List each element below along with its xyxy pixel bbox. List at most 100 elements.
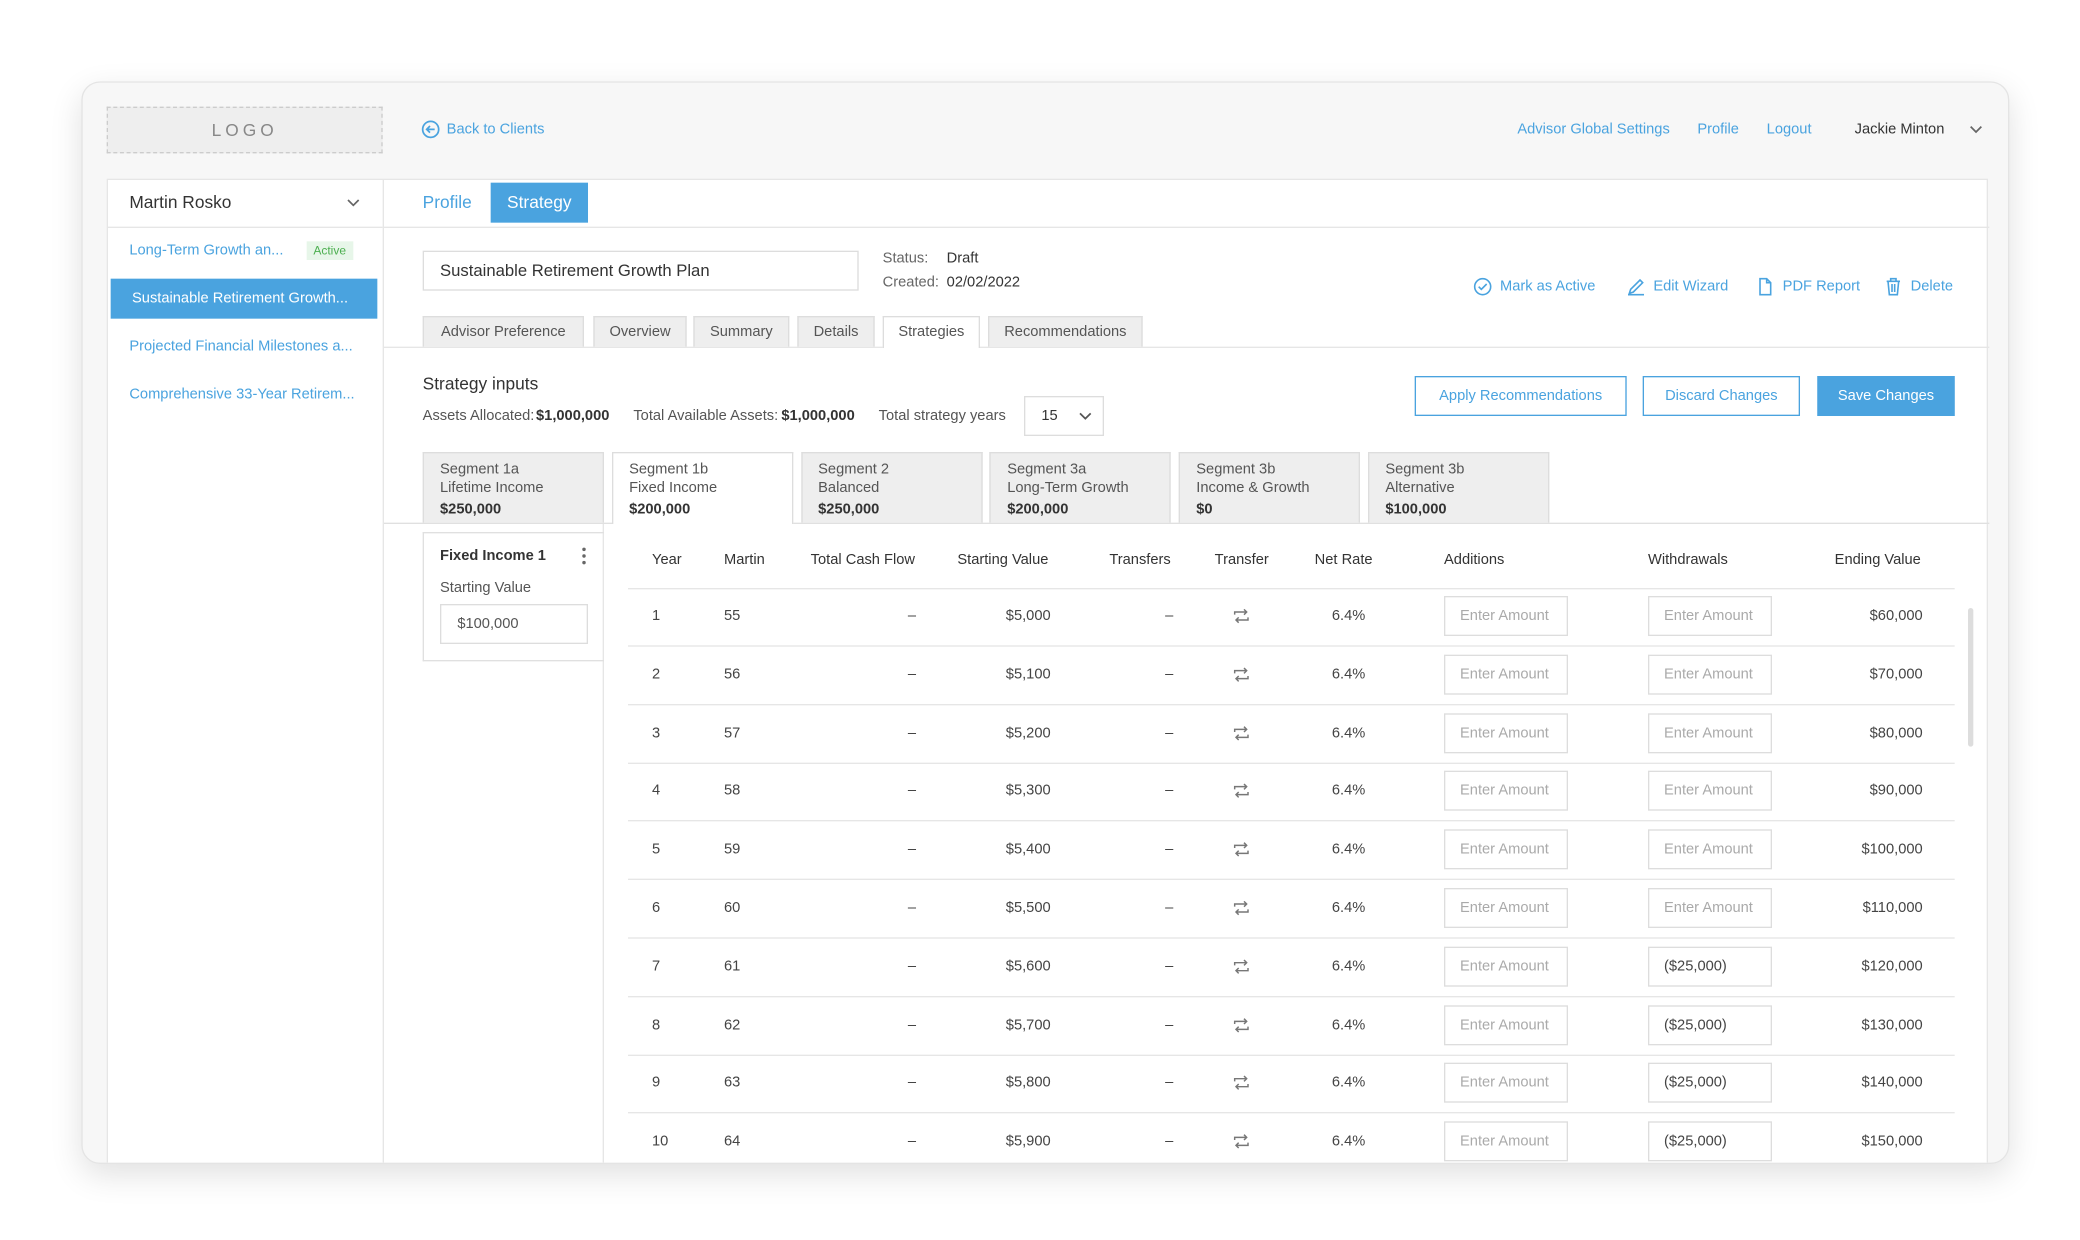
amount-input[interactable]: Enter Amount bbox=[1648, 829, 1773, 870]
cell: 6.4% bbox=[1331, 958, 1366, 975]
segment-kind: Income & Growth bbox=[1196, 480, 1310, 497]
fund-label: Starting Value bbox=[440, 580, 532, 597]
row-divider bbox=[628, 1054, 1955, 1056]
plan-link[interactable]: Projected Financial Milestones a... bbox=[129, 338, 353, 355]
cell: 6.4% bbox=[1331, 1075, 1366, 1092]
subtabs-divider bbox=[384, 346, 1990, 349]
years-select[interactable]: 15 bbox=[1024, 396, 1105, 437]
plan-link[interactable]: Sustainable Retirement Growth... bbox=[132, 290, 349, 307]
action-icon bbox=[1473, 277, 1492, 296]
user-menu[interactable]: Jackie Minton bbox=[1854, 121, 1945, 138]
segment-tab[interactable]: Segment 3a Long-Term Growth $200,000 bbox=[989, 452, 1172, 523]
segment-tab[interactable]: Segment 3b Alternative $100,000 bbox=[1368, 452, 1550, 523]
stat-value: $1,000,000 bbox=[781, 408, 855, 425]
cell: $150,000 bbox=[1861, 1133, 1923, 1150]
plan-link[interactable]: Comprehensive 33-Year Retirem... bbox=[129, 386, 355, 403]
back-link[interactable]: Back to Clients bbox=[446, 121, 545, 138]
amount-input[interactable]: Enter Amount bbox=[1648, 888, 1773, 929]
amount-input[interactable]: Enter Amount bbox=[1648, 654, 1773, 695]
nav-link[interactable]: Profile bbox=[1697, 121, 1739, 138]
secondary-button[interactable]: Apply Recommendations bbox=[1414, 376, 1627, 417]
subtab-active[interactable]: Strategies bbox=[882, 316, 981, 349]
cell: $5,800 bbox=[1005, 1075, 1051, 1092]
client-name[interactable]: Martin Rosko bbox=[129, 192, 232, 213]
amount-input[interactable]: ($25,000) bbox=[1648, 946, 1773, 987]
cell: 6.4% bbox=[1331, 1133, 1366, 1150]
segment-kind: Fixed Income bbox=[629, 480, 718, 497]
segment-name: Segment 1a bbox=[440, 461, 520, 478]
plan-link[interactable]: Long-Term Growth an... bbox=[129, 242, 284, 259]
cell: – bbox=[1165, 608, 1174, 625]
cell: $120,000 bbox=[1861, 958, 1923, 975]
amount-input[interactable]: Enter Amount bbox=[1444, 888, 1569, 929]
transfer-icon bbox=[1233, 1017, 1249, 1032]
cell: 2 bbox=[652, 666, 661, 683]
action-link[interactable]: Edit Wizard bbox=[1653, 278, 1729, 295]
segment-tab[interactable]: Segment 3b Income & Growth $0 bbox=[1178, 452, 1361, 523]
cell: – bbox=[907, 666, 917, 683]
amount-input[interactable]: ($25,000) bbox=[1648, 1004, 1773, 1045]
action-link[interactable]: PDF Report bbox=[1782, 278, 1861, 295]
amount-input[interactable]: Enter Amount bbox=[1444, 596, 1569, 637]
cell: $80,000 bbox=[1869, 724, 1923, 741]
row-divider bbox=[628, 820, 1955, 822]
column-header: Transfer bbox=[1214, 552, 1269, 569]
header-divider bbox=[628, 588, 1955, 590]
fund-input[interactable]: $100,000 bbox=[440, 604, 589, 645]
amount-input[interactable]: Enter Amount bbox=[1648, 771, 1773, 812]
chevron bbox=[1079, 412, 1092, 420]
segments-divider bbox=[384, 522, 1990, 525]
cell: 6.4% bbox=[1331, 608, 1366, 625]
nav-link[interactable]: Logout bbox=[1766, 121, 1812, 138]
cell: 8 bbox=[652, 1016, 661, 1033]
segment-kind: Lifetime Income bbox=[440, 480, 544, 497]
row-divider bbox=[628, 995, 1955, 998]
column-header: Additions bbox=[1444, 552, 1505, 569]
nav-link[interactable]: Advisor Global Settings bbox=[1517, 121, 1670, 138]
amount-input[interactable]: Enter Amount bbox=[1444, 1004, 1569, 1045]
subtab[interactable]: Advisor Preference bbox=[422, 316, 585, 347]
amount-input[interactable]: Enter Amount bbox=[1444, 712, 1569, 753]
amount-input[interactable]: Enter Amount bbox=[1444, 654, 1569, 695]
segment-kind: Long-Term Growth bbox=[1007, 480, 1129, 497]
cell: 62 bbox=[724, 1016, 741, 1033]
cell: $5,000 bbox=[1005, 608, 1051, 625]
status-label: Status: bbox=[882, 250, 929, 267]
subtab[interactable]: Details bbox=[797, 316, 875, 347]
cell: – bbox=[1165, 783, 1174, 800]
cell: $140,000 bbox=[1861, 1075, 1923, 1092]
amount-input[interactable]: Enter Amount bbox=[1444, 829, 1569, 870]
amount-input[interactable]: Enter Amount bbox=[1648, 596, 1773, 637]
secondary-button[interactable]: Discard Changes bbox=[1642, 376, 1801, 417]
cell: 6 bbox=[652, 900, 661, 917]
cell: 3 bbox=[652, 724, 661, 741]
cell: 10 bbox=[652, 1133, 669, 1150]
segment-tab[interactable]: Segment 1a Lifetime Income $250,000 bbox=[422, 452, 605, 523]
segment-tab-active[interactable]: Segment 1b Fixed Income $200,000 bbox=[611, 452, 794, 525]
amount-input[interactable]: Enter Amount bbox=[1648, 712, 1773, 753]
amount-input[interactable]: ($25,000) bbox=[1648, 1121, 1773, 1162]
segment-amount: $200,000 bbox=[1007, 501, 1069, 518]
cell: – bbox=[1165, 841, 1174, 858]
tab[interactable]: Profile bbox=[422, 192, 472, 213]
subtab[interactable]: Overview bbox=[593, 316, 687, 347]
action-link[interactable]: Mark as Active bbox=[1500, 278, 1596, 295]
amount-input[interactable]: Enter Amount bbox=[1444, 1121, 1569, 1162]
subtab[interactable]: Recommendations bbox=[988, 316, 1143, 347]
amount-input[interactable]: ($25,000) bbox=[1648, 1063, 1773, 1104]
amount-input[interactable]: Enter Amount bbox=[1444, 771, 1569, 812]
action-icon bbox=[1628, 278, 1645, 296]
panel-divider bbox=[602, 524, 605, 1163]
tab-active[interactable]: Strategy bbox=[490, 182, 589, 223]
action-link[interactable]: Delete bbox=[1910, 278, 1954, 295]
subtab[interactable]: Summary bbox=[693, 316, 790, 347]
amount-input[interactable]: Enter Amount bbox=[1444, 946, 1569, 987]
segment-kind: Alternative bbox=[1385, 480, 1455, 497]
segment-name: Segment 3b bbox=[1196, 461, 1276, 478]
primary-button[interactable]: Save Changes bbox=[1817, 376, 1955, 417]
kebab-menu bbox=[582, 547, 586, 565]
segment-tab[interactable]: Segment 2 Balanced $250,000 bbox=[800, 452, 983, 523]
row-divider bbox=[628, 937, 1955, 939]
amount-input[interactable]: Enter Amount bbox=[1444, 1063, 1569, 1104]
plan-title-input[interactable]: Sustainable Retirement Growth Plan bbox=[422, 250, 859, 291]
